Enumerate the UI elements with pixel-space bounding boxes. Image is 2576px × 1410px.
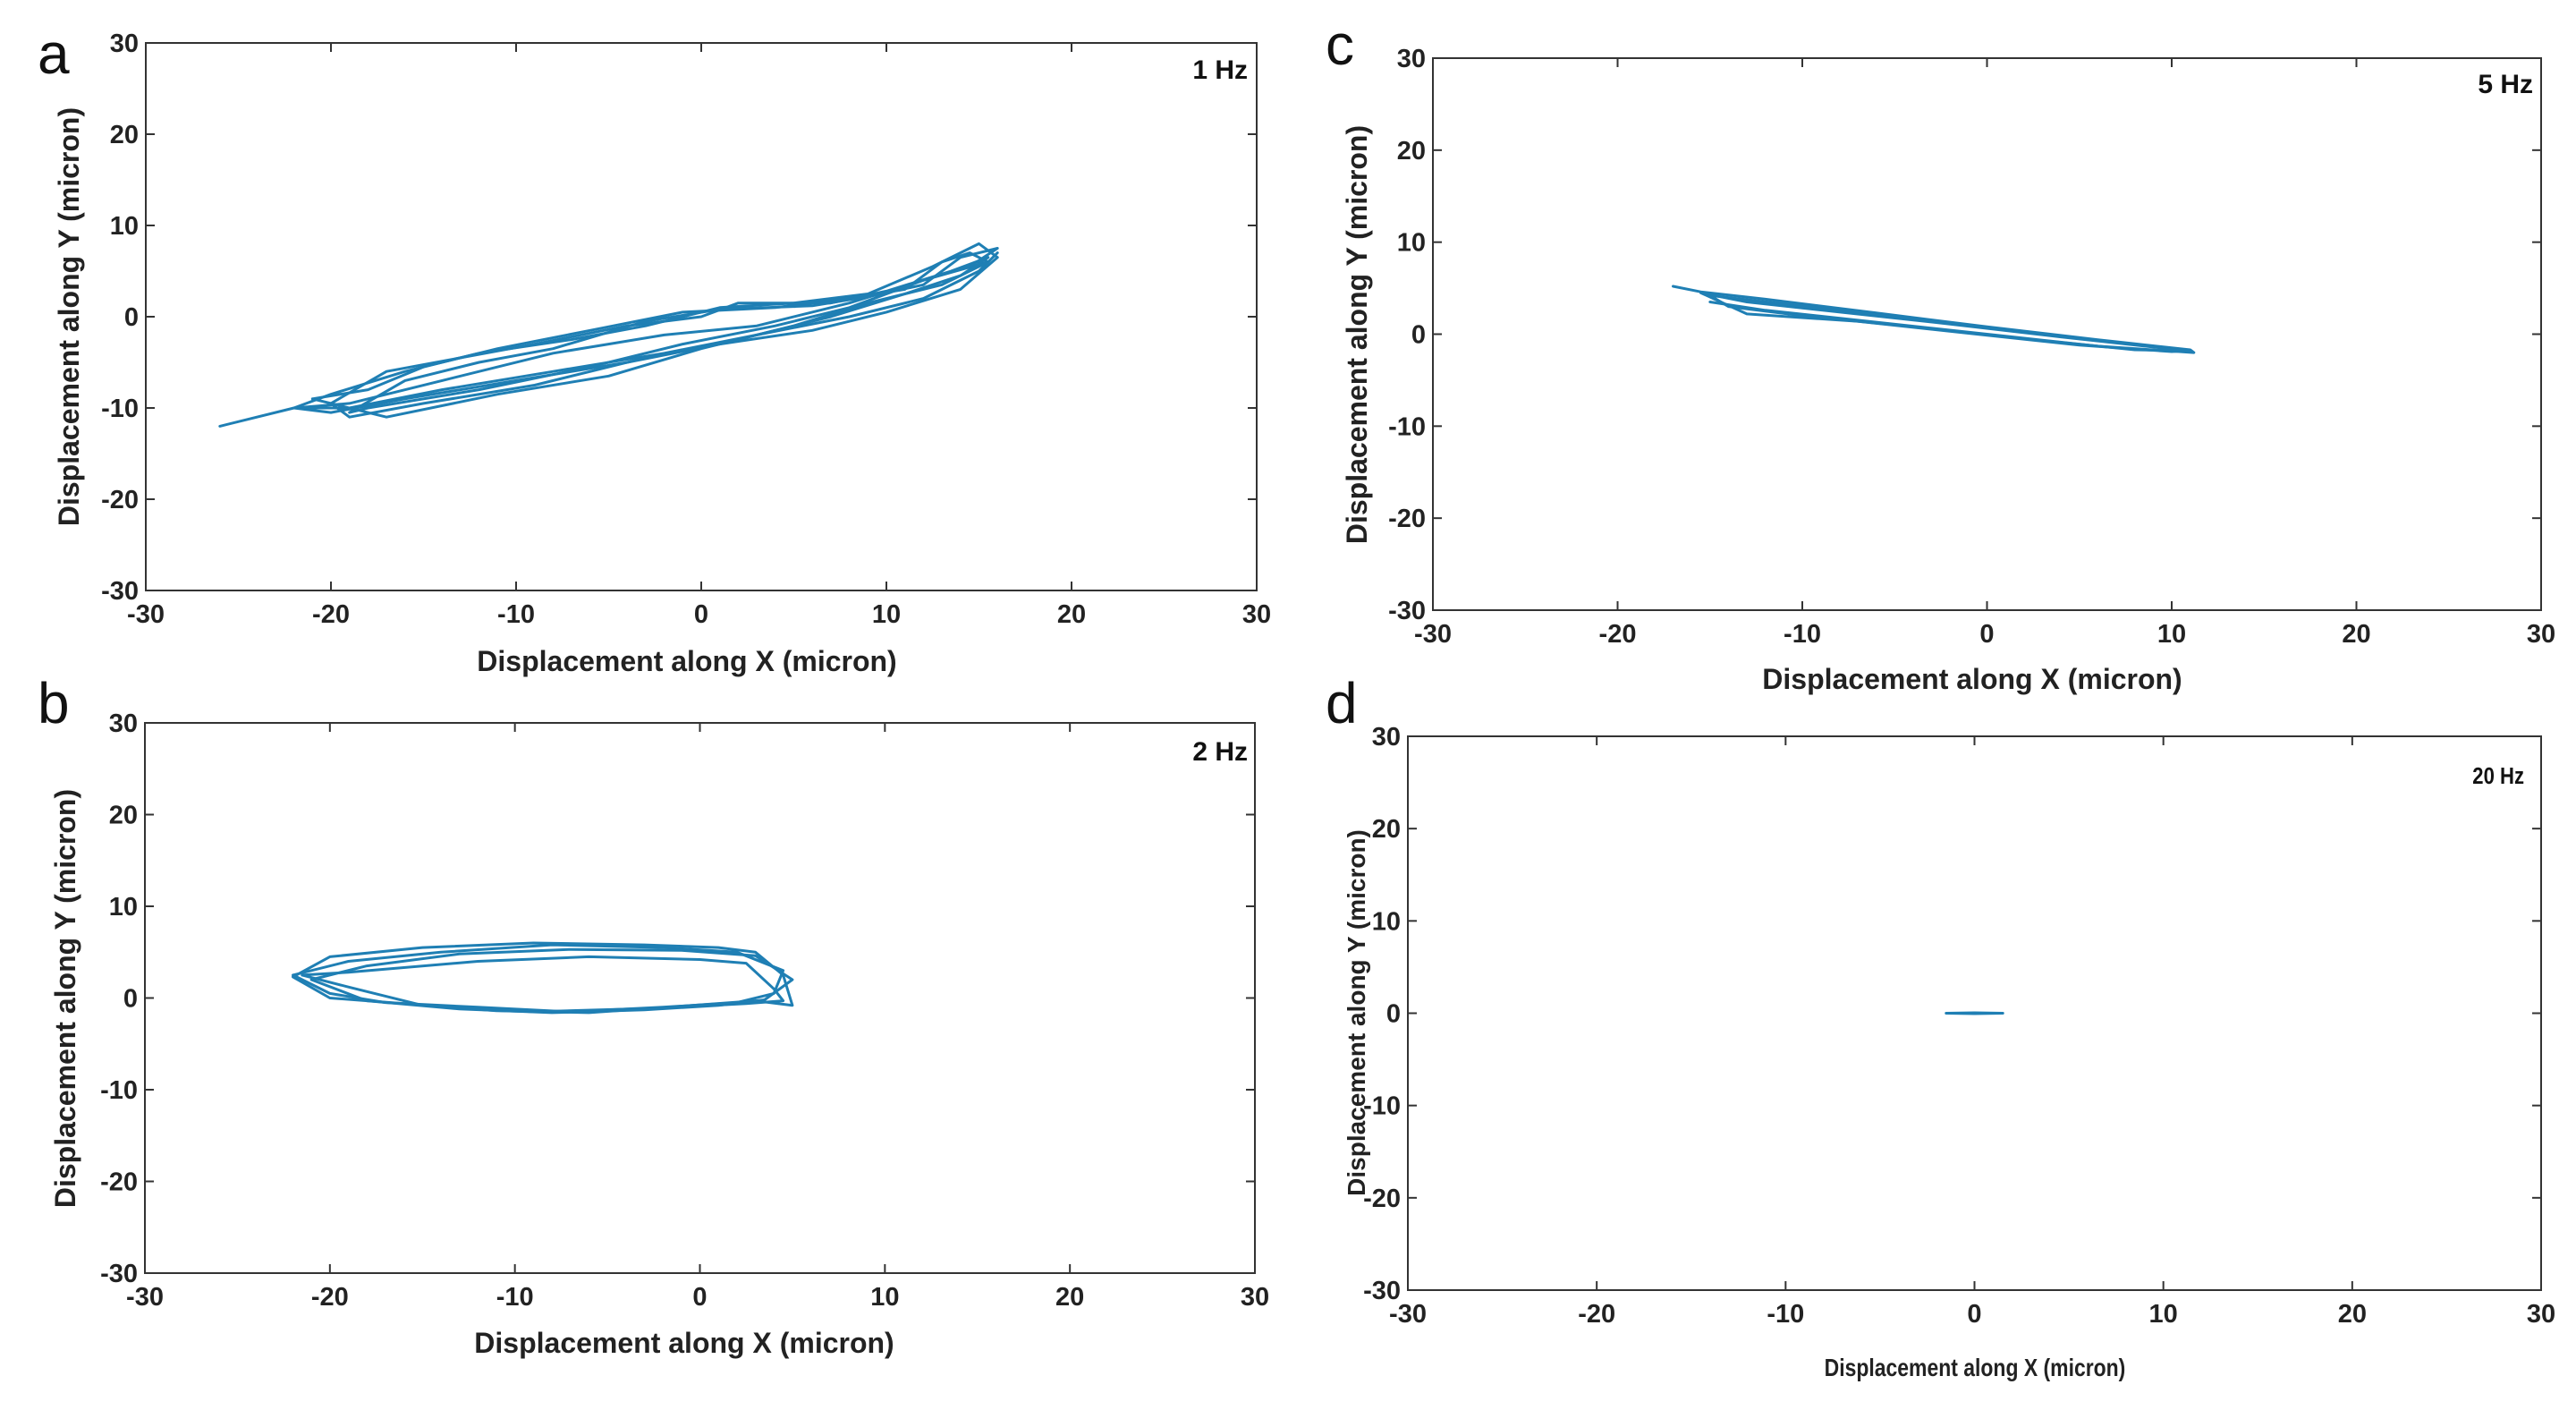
panel-a-y-tick-label: -20 [101,486,139,514]
panel-a-frequency-label: 1 Hz [1192,55,1248,85]
panel-c-x-tick-label: -20 [1599,620,1637,649]
panel-a-x-ticks: -30 -20 -10 0 10 20 30 [127,43,1271,629]
panel-b-y-tick-label: 20 [109,802,138,830]
panel-d-x-axis-label: Displacement along X (micron) [1825,1355,2126,1382]
panel-a-trace [292,242,999,414]
panel-a-x-tick-label: 20 [1057,600,1086,629]
panel-a-y-tick-label: -10 [101,395,139,423]
panel-d-x-tick-label: -10 [1767,1300,1804,1329]
panel-a-x-tick-label: -20 [312,600,350,629]
panel-a-trace [218,251,999,428]
panel-a-trace [348,247,999,414]
panel-a-traces [218,242,999,428]
panel-d-y-axis-label: Displacement along Y (micron) [1343,829,1370,1196]
panel-c-x-axis-label: Displacement along X (micron) [1762,663,2182,695]
panel-d-trace [1945,1011,2004,1015]
panel-b-x-tick-label: -20 [311,1283,349,1312]
panel-a-y-tick-label: 20 [110,121,139,149]
panel-d-x-tick-label: -30 [1389,1300,1427,1329]
panel-c-y-tick-label: 20 [1397,137,1426,166]
panel-d-x-ticks: -30 -20 -10 0 10 20 30 [1389,736,2555,1329]
panel-b-trace [301,955,785,1014]
panel-c-x-tick-label: -10 [1784,620,1821,649]
panel-a-y-ticks: -30 -20 -10 0 10 20 30 [101,30,1257,606]
panel-a-trace [310,251,990,419]
panel-b-letter: b [38,671,70,735]
panel-b-traces [292,941,794,1015]
panel-b-x-tick-label: 10 [870,1283,899,1312]
panel-c-y-tick-label: -10 [1388,412,1426,441]
panel-b-x-axis-label: Displacement along X (micron) [474,1327,894,1359]
panel-d-letter: d [1326,671,1358,735]
panel-c-trace [1708,293,2192,352]
panel-d-y-tick-label: 0 [1386,1000,1401,1029]
panel-d-y-ticks: -30 -20 -10 0 10 20 30 [1363,723,2541,1305]
panel-c-x-tick-label: 10 [2157,620,2186,649]
panel-b-y-tick-label: 0 [123,985,138,1014]
panel-b-y-tick-label: -30 [100,1260,138,1288]
panel-a-x-tick-label: -30 [127,600,165,629]
panel-b-x-ticks: -30 -20 -10 0 10 20 30 [126,723,1269,1312]
panel-c-x-tick-label: -30 [1414,620,1452,649]
panel-c-y-tick-label: -30 [1388,597,1426,625]
panel-d-traces [1945,1011,2004,1015]
panel-a-y-tick-label: 10 [110,212,139,241]
panel-b-x-tick-label: 30 [1241,1283,1269,1312]
panel-a-x-axis-label: Displacement along X (micron) [477,645,896,677]
panel-a-x-tick-label: -10 [497,600,535,629]
panel-b-x-tick-label: 20 [1055,1283,1084,1312]
panel-c-y-axis-label: Displacement along Y (micron) [1341,125,1373,544]
panel-d-x-tick-label: 20 [2338,1300,2367,1329]
panel-d: d 20 Hz -30 -20 -10 0 10 20 30 -30 -20 -10 0 10 20 3… [1326,671,2555,1382]
panel-a-letter: a [38,21,70,86]
panel-d-y-tick-label: 20 [1372,815,1401,844]
panel-a-x-tick-label: 30 [1242,600,1271,629]
panel-b: b 2 Hz -30 -20 -10 0 10 20 30 -30 -20 -10 0 10 20 30… [38,671,1269,1359]
panel-c-frequency-label: 5 Hz [2478,70,2533,99]
panel-c-y-tick-label: 0 [1411,321,1426,350]
panel-a-x-tick-label: 0 [694,600,708,629]
panel-c-y-ticks: -30 -20 -10 0 10 20 30 [1388,45,2541,625]
panel-b-y-tick-label: 10 [109,893,138,922]
panel-b-y-ticks: -30 -20 -10 0 10 20 30 [100,709,1255,1288]
panel-b-y-tick-label: -20 [100,1168,138,1197]
panel-b-frequency-label: 2 Hz [1192,737,1248,767]
panel-d-y-tick-label: -30 [1363,1277,1401,1305]
panel-d-y-tick-label: 10 [1372,907,1401,936]
panel-a-trace [329,256,990,419]
panel-d-x-tick-label: 0 [1967,1300,1981,1329]
panel-d-x-tick-label: 30 [2527,1300,2555,1329]
panel-a-x-tick-label: 10 [872,600,901,629]
panel-c-x-tick-label: 0 [1979,620,1994,649]
panel-c-x-tick-label: 30 [2527,620,2555,649]
panel-d-frequency-label: 20 Hz [2472,763,2524,789]
panel-c-y-tick-label: -20 [1388,505,1426,533]
panel-b-y-tick-label: -10 [100,1076,138,1105]
panel-d-y-tick-label: -20 [1363,1185,1401,1213]
panel-d-x-tick-label: 10 [2149,1300,2178,1329]
panel-c-traces [1672,285,2196,354]
panel-c-x-tick-label: 20 [2342,620,2370,649]
panel-b-x-tick-label: -30 [126,1283,164,1312]
panel-c-letter: c [1326,13,1354,77]
panel-d-x-tick-label: -20 [1578,1300,1615,1329]
panel-a-y-tick-label: -30 [101,577,139,606]
panel-c-x-ticks: -30 -20 -10 0 10 20 30 [1414,58,2555,649]
panel-a-y-axis-label: Displacement along Y (micron) [53,107,85,526]
panel-c: c 5 Hz -30 -20 -10 0 10 20 30 -30 -20 -10 0 10 20 30… [1326,13,2555,695]
panel-b-y-tick-label: 30 [109,709,138,738]
panel-a-y-tick-label: 30 [110,30,139,58]
panel-c-y-tick-label: 30 [1397,45,1426,73]
panel-c-y-tick-label: 10 [1397,229,1426,258]
panel-b-x-tick-label: 0 [692,1283,707,1312]
panel-d-y-tick-label: -10 [1363,1092,1401,1121]
panel-b-y-axis-label: Displacement along Y (micron) [49,789,81,1208]
panel-a: a 1 Hz -30 -20 -10 0 10 20 30 -30 -20 -10 0 10 20 30… [38,21,1271,677]
panel-a-y-tick-label: 0 [124,303,139,332]
panel-b-plot-frame [144,722,1256,1274]
panel-b-x-tick-label: -10 [496,1283,534,1312]
panel-d-y-tick-label: 30 [1372,723,1401,752]
